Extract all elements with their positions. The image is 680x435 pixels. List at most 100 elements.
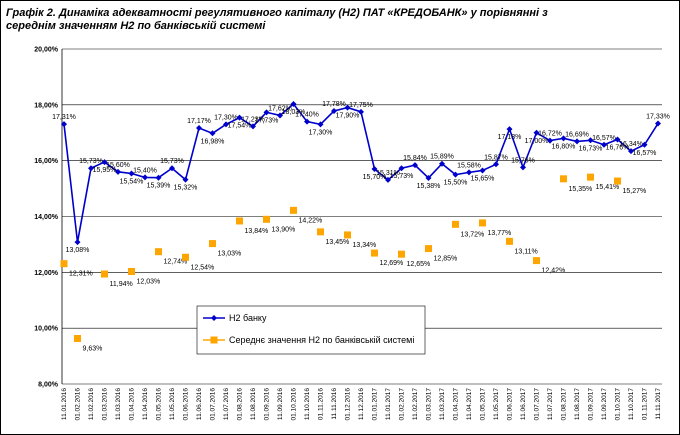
chart-title: Графік 2. Динаміка адекватності регуляти… xyxy=(6,7,548,32)
point xyxy=(452,171,459,178)
data-label: 15,95% xyxy=(93,167,117,174)
x-tick-label: 01.03.2016 xyxy=(102,388,109,421)
data-label: 17,30% xyxy=(309,129,333,136)
x-tick-label: 11.04.2017 xyxy=(466,388,473,420)
x-tick-label: 01.01.2017 xyxy=(372,388,379,421)
data-label: 16,57% xyxy=(633,150,657,157)
point xyxy=(317,228,324,236)
x-tick-label: 11.10.2017 xyxy=(628,388,635,420)
data-label: 14,22% xyxy=(299,217,323,224)
data-label: 16,80% xyxy=(552,143,576,150)
x-tick-label: 01.10.2016 xyxy=(291,388,298,421)
data-label: 17,73% xyxy=(255,117,279,124)
x-tick-label: 01.08.2016 xyxy=(237,388,244,421)
x-tick-label: 01.02.2016 xyxy=(75,388,82,421)
point xyxy=(614,177,621,185)
y-tick-label: 12,00% xyxy=(34,270,59,277)
point xyxy=(371,249,378,257)
data-label: 16,69% xyxy=(565,131,589,138)
data-label: 15,73% xyxy=(79,158,103,165)
data-label: 15,89% xyxy=(430,154,454,161)
legend-marker xyxy=(210,336,218,344)
point xyxy=(466,169,472,176)
x-tick-label: 11.06.2016 xyxy=(196,388,203,420)
point xyxy=(479,167,486,174)
point xyxy=(425,174,432,181)
point xyxy=(506,126,513,133)
data-label: 17,90% xyxy=(336,113,360,120)
data-label: 13,11% xyxy=(515,248,538,255)
point xyxy=(601,141,607,148)
x-tick-label: 11.09.2017 xyxy=(601,388,608,420)
data-label: 17,00% xyxy=(525,138,549,145)
point xyxy=(344,104,351,111)
point xyxy=(533,257,540,265)
data-label: 15,50% xyxy=(444,180,468,187)
point xyxy=(655,120,661,127)
point xyxy=(587,137,594,144)
x-tick-label: 01.04.2016 xyxy=(129,388,136,421)
x-tick-label: 11.12.2016 xyxy=(358,388,365,420)
data-label: 13,45% xyxy=(326,239,350,246)
y-tick-label: 18,00% xyxy=(34,102,59,109)
point xyxy=(560,135,567,142)
x-tick-label: 11.10.2016 xyxy=(304,388,311,420)
data-label: 12,42% xyxy=(542,268,566,275)
point xyxy=(520,164,526,171)
data-label: 17,30% xyxy=(214,114,238,121)
y-tick-label: 20,00% xyxy=(34,47,59,54)
data-label: 17,40% xyxy=(295,112,319,119)
data-label: 13,34% xyxy=(353,242,377,249)
point xyxy=(290,100,297,107)
data-label: 12,31% xyxy=(69,271,93,278)
data-label: 15,35% xyxy=(569,186,593,193)
point xyxy=(169,165,175,172)
data-label: 15,54% xyxy=(120,179,144,186)
data-label: 17,54% xyxy=(228,123,252,130)
point xyxy=(385,176,391,183)
data-label: 15,65% xyxy=(471,175,495,182)
x-tick-label: 11.01.2017 xyxy=(385,388,392,420)
x-tick-label: 01.05.2016 xyxy=(156,388,163,421)
point xyxy=(209,130,216,137)
point xyxy=(547,137,553,144)
x-tick-label: 11.03.2016 xyxy=(115,388,122,420)
x-tick-label: 01.11.2016 xyxy=(318,388,325,420)
data-label: 13,77% xyxy=(488,230,512,237)
data-label: 17,31% xyxy=(52,114,76,121)
point xyxy=(236,217,243,225)
x-tick-label: 01.07.2016 xyxy=(210,388,217,421)
point xyxy=(115,168,121,175)
point xyxy=(317,121,324,128)
x-tick-label: 01.06.2017 xyxy=(507,388,514,421)
data-label: 15,32% xyxy=(174,185,198,192)
data-label: 18,03% xyxy=(282,109,306,116)
point xyxy=(344,231,351,239)
point xyxy=(304,118,310,125)
x-tick-label: 11.06.2017 xyxy=(520,388,527,420)
x-tick-label: 01.06.2016 xyxy=(183,388,190,421)
data-label: 16,57% xyxy=(592,135,616,142)
point xyxy=(128,267,135,275)
x-tick-label: 11.11.2017 xyxy=(655,388,662,420)
point xyxy=(182,176,189,183)
legend-box xyxy=(196,305,426,355)
point xyxy=(61,121,67,128)
legend-label: Н2 банку xyxy=(229,313,267,323)
x-tick-label: 11.05.2016 xyxy=(169,388,176,420)
data-label: 9,63% xyxy=(83,345,103,352)
data-label: 12,74% xyxy=(164,259,188,266)
x-tick-label: 01.05.2017 xyxy=(480,388,487,421)
point xyxy=(209,240,216,248)
data-label: 15,73% xyxy=(160,158,184,165)
point xyxy=(155,174,162,181)
x-tick-label: 01.09.2017 xyxy=(588,388,595,421)
point xyxy=(587,173,594,181)
x-tick-label: 11.02.2016 xyxy=(88,388,95,420)
point xyxy=(358,108,364,115)
point xyxy=(101,270,108,278)
point xyxy=(479,219,486,227)
y-tick-label: 14,00% xyxy=(34,214,59,221)
data-label: 15,31% xyxy=(376,170,400,177)
